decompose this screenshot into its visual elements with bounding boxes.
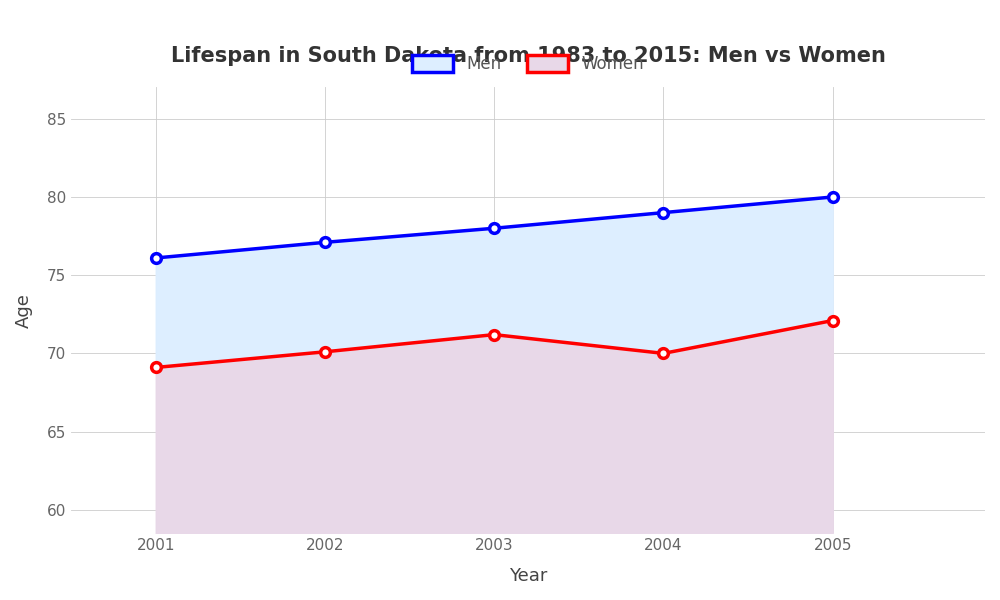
Legend: Men, Women: Men, Women [403,47,653,82]
Title: Lifespan in South Dakota from 1983 to 2015: Men vs Women: Lifespan in South Dakota from 1983 to 20… [171,46,886,67]
Y-axis label: Age: Age [15,293,33,328]
X-axis label: Year: Year [509,567,547,585]
